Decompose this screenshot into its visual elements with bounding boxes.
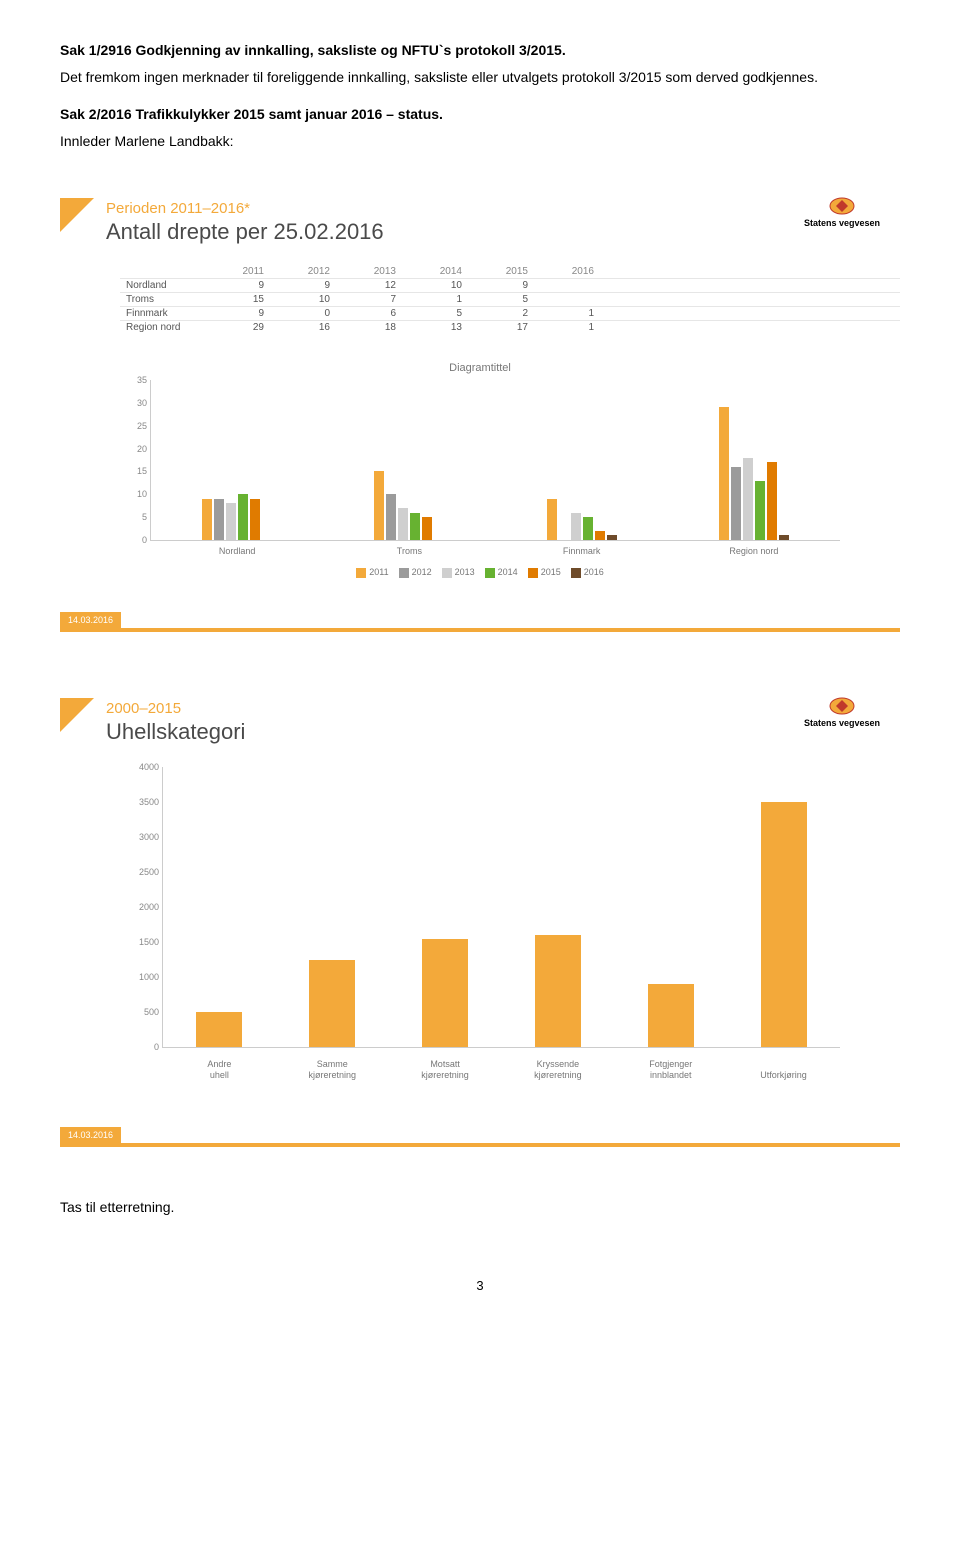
page-number: 3 <box>60 1278 900 1293</box>
chart-card-drepte: Perioden 2011–2016* Antall drepte per 25… <box>60 182 900 632</box>
chart1-title: Antall drepte per 25.02.2016 <box>106 219 900 245</box>
chart2-period: 2000–2015 <box>106 700 900 717</box>
para-sak1: Det fremkom ingen merknader til foreligg… <box>60 67 900 88</box>
chart1-area: Diagramtittel 05101520253035NordlandTrom… <box>120 344 840 592</box>
chart1-legend: 201120122013201420152016 <box>120 567 840 578</box>
vegvesen-logo: Statens vegvesen <box>804 196 880 228</box>
vegvesen-logo: Statens vegvesen <box>804 696 880 728</box>
chart-card-uhell: 2000–2015 Uhellskategori Statens vegvese… <box>60 682 900 1147</box>
chart1-table: 201120122013201420152016Nordland9912109T… <box>120 265 900 334</box>
chart1-period: Perioden 2011–2016* <box>106 200 900 217</box>
heading-sak2: Sak 2/2016 Trafikkulykker 2015 samt janu… <box>60 104 900 125</box>
footer-text: Tas til etterretning. <box>60 1197 900 1218</box>
chart2-title: Uhellskategori <box>106 719 900 745</box>
para-sak2: Innleder Marlene Landbakk: <box>60 131 900 152</box>
corner-decor <box>60 698 94 732</box>
chart2-date: 14.03.2016 <box>60 1127 121 1143</box>
chart2-area: 05001000150020002500300035004000Andreuhe… <box>120 767 840 1107</box>
chart1-diagram-title: Diagramtittel <box>120 362 840 374</box>
corner-decor <box>60 198 94 232</box>
heading-sak1: Sak 1/2916 Godkjenning av innkalling, sa… <box>60 40 900 61</box>
chart1-date: 14.03.2016 <box>60 612 121 628</box>
